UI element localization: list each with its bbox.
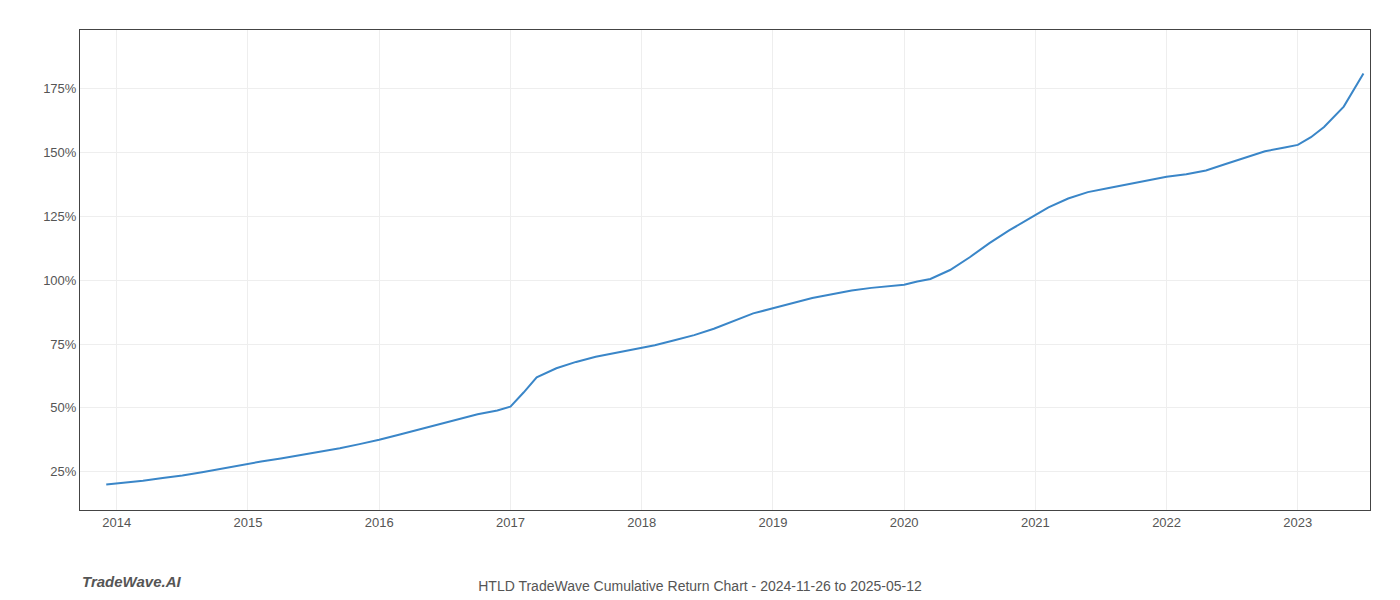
svg-text:2014: 2014 <box>102 515 131 530</box>
svg-text:2021: 2021 <box>1021 515 1050 530</box>
svg-text:TradeWave.AI: TradeWave.AI <box>82 573 181 590</box>
svg-text:2019: 2019 <box>758 515 787 530</box>
svg-text:150%: 150% <box>43 145 77 160</box>
svg-text:125%: 125% <box>43 209 77 224</box>
svg-text:2020: 2020 <box>890 515 919 530</box>
svg-text:2018: 2018 <box>627 515 656 530</box>
svg-text:75%: 75% <box>50 337 76 352</box>
svg-text:2023: 2023 <box>1283 515 1312 530</box>
svg-text:2022: 2022 <box>1152 515 1181 530</box>
svg-text:100%: 100% <box>43 273 77 288</box>
svg-text:2017: 2017 <box>496 515 525 530</box>
svg-text:25%: 25% <box>50 464 76 479</box>
svg-text:HTLD TradeWave Cumulative Retu: HTLD TradeWave Cumulative Return Chart -… <box>478 578 922 594</box>
svg-text:50%: 50% <box>50 400 76 415</box>
svg-text:175%: 175% <box>43 81 77 96</box>
svg-text:2015: 2015 <box>234 515 263 530</box>
svg-text:2016: 2016 <box>365 515 394 530</box>
